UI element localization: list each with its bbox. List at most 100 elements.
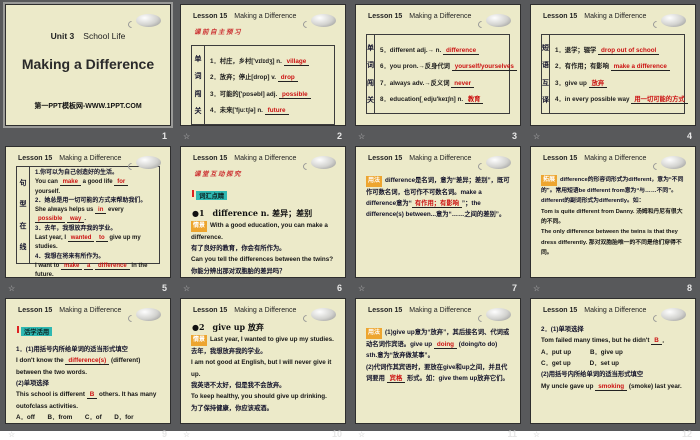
point-heading: ●2 give up 放弃 <box>192 322 264 333</box>
slide-thumbnail-8[interactable]: Lesson 15 Making a Difference 拓展 differenc… <box>530 146 696 279</box>
answer-blank: 宾格 <box>386 374 406 383</box>
answer-blank: way <box>67 216 85 224</box>
table-side-label: 单词 闯关 <box>367 35 375 113</box>
answer-blank: yourself/yourselves <box>451 63 517 72</box>
answer-blank: make a difference <box>610 63 670 72</box>
phrase-table: 短语 互译 1．退学；辍学 drop out of school 2．有作用；有… <box>541 34 688 114</box>
slide-thumbnail-3[interactable]: Lesson 15 Making a Difference 单词 闯关 5．dif… <box>355 4 521 126</box>
water-drop-icon <box>136 156 161 169</box>
water-drop-icon <box>486 14 511 27</box>
table-side-label: 句型 在线 <box>17 167 30 263</box>
transition-star-icon: ☆ <box>358 132 366 141</box>
usage-tag: 用法 <box>366 328 383 339</box>
sentence-item: 1.你可以为自己创造好的生活。 You can make a good life… <box>35 169 154 197</box>
example-line: I am not good at English, but I will nev… <box>191 359 332 378</box>
transition-star-icon: ☆ <box>358 284 366 294</box>
table-row: 4．in every possible way 用一切可能的方式 <box>555 94 688 105</box>
answer-blank: possible <box>279 90 311 99</box>
slide-thumbnail-11[interactable]: Lesson 15 Making a Difference 用法 (1)give u… <box>355 298 521 425</box>
transition-star-icon: ☆ <box>358 430 366 440</box>
example-line: Can you tell the differences between the… <box>191 256 334 264</box>
transition-star-icon: ☆ <box>533 132 541 141</box>
slide-thumbnail-12[interactable]: Lesson 15 Making a Difference 2．(1)单项选择 T… <box>530 298 696 425</box>
word-table: 单词 闯关 1．村庄，乡村['vɪlɪdʒ] n. village 2．放弃；停… <box>191 45 335 125</box>
options-line: A．off B．from C．of D．for <box>16 414 134 422</box>
answer-blank: difference <box>95 262 130 270</box>
transition-star-icon: ☆ <box>533 430 541 440</box>
water-drop-icon <box>486 308 511 322</box>
exercise-line: 1．(1)用括号内所给单词的适当形式填空 <box>16 346 128 354</box>
answer-blank: make <box>59 179 81 187</box>
example-line: 情景 With a good education, you can make a … <box>191 221 328 241</box>
water-drop-icon <box>486 156 511 169</box>
example-line: 为了保持健康，你应该戒酒。 <box>191 404 273 412</box>
table-side-label: 短语 互译 <box>542 35 550 113</box>
slide-header: Lesson 15 Making a Difference <box>543 307 647 315</box>
slide-cell-4: Lesson 15 Making a Difference 短语 互译 1．退学；… <box>525 0 700 142</box>
slide-cell-6: Lesson 15 Making a Difference 课堂互动探究 词汇点睛… <box>175 142 350 294</box>
slide-header: Lesson 15 Making a Difference <box>368 13 472 20</box>
section-note: 课前自主预习 <box>194 29 242 36</box>
table-row: 3．可能的['pɒsəbl] adj. possible <box>210 89 329 99</box>
page-title: Making a Difference <box>21 56 155 72</box>
slide-thumbnail-2[interactable]: Lesson 15 Making a Difference 课前自主预习 单词 闯… <box>180 4 346 126</box>
table-row: 8．education[ˌedju'keɪʃn] n. 教育 <box>380 94 517 105</box>
slide-header: Lesson 15 Making a Difference <box>18 155 122 162</box>
water-drop-icon <box>311 156 336 169</box>
example-line: 我英语不太好，但是我不会放弃。 <box>191 381 286 389</box>
example-line: 情景 Last year, I wanted to give up my stud… <box>191 334 335 346</box>
point-body: 情景 Last year, I wanted to give up my stud… <box>181 334 345 414</box>
sentence-item: 2．她总是用一切可能的方式来帮助我们。 She always helps us … <box>35 197 147 224</box>
answer-blank: never <box>451 79 475 88</box>
slide-cell-2: Lesson 15 Making a Difference 课前自主预习 单词 闯… <box>175 0 350 142</box>
table-row: 4．未来['fjuːtʃə] n. future <box>210 105 329 116</box>
practice-badge: 活学活用 <box>21 327 53 337</box>
slide-number: 4 <box>686 131 692 141</box>
unit-label: Unit 3 <box>50 31 75 41</box>
slide-header: Lesson 15 Making a Difference <box>543 155 647 162</box>
point-body: 情景 With a good education, you can make a … <box>181 220 345 277</box>
answer-blank: make <box>61 262 83 270</box>
slide-thumbnail-4[interactable]: Lesson 15 Making a Difference 短语 互译 1．退学；… <box>530 4 696 126</box>
answer-blank: drop out of school <box>598 46 660 55</box>
red-bar-icon <box>17 326 19 334</box>
slide-thumbnail-9[interactable]: Lesson 15 Making a Difference 活学活用 1．(1)用… <box>5 298 171 425</box>
table-row: 1．退学；辍学 drop out of school <box>555 45 688 55</box>
water-drop-icon <box>311 14 336 27</box>
exercise-line: My uncle gave up smoking (smoke) last ye… <box>541 382 682 391</box>
slide-cell-1: Unit 3 School Life Making a Difference 第一… <box>0 0 175 142</box>
slide-thumbnail-10[interactable]: Lesson 15 Making a Difference ●2 give up … <box>180 298 346 425</box>
table-row: 6．you pron.→反身代词 yourself/yourselves <box>380 61 517 72</box>
water-drop-icon <box>136 14 161 27</box>
slide-thumbnail-5[interactable]: Lesson 15 Making a Difference 句型 在线 1.你可以… <box>5 146 171 279</box>
water-drop-icon <box>136 308 161 322</box>
slide-cell-7: Lesson 15 Making a Difference 用法 differenc… <box>350 142 525 294</box>
sentence-table: 句型 在线 1.你可以为自己创造好的生活。 You can make a goo… <box>16 166 160 277</box>
unit-text: School Life <box>83 31 126 41</box>
table-row: 3．give up 放弃 <box>555 78 688 88</box>
slide-thumbnail-6[interactable]: Lesson 15 Making a Difference 课堂互动探究 词汇点睛… <box>180 146 346 279</box>
sentence-item: 3．去年，我想放弃我的学业。 Last year, I wanted to gi… <box>35 225 141 251</box>
transition-star-icon: ☆ <box>183 430 191 440</box>
table-row: 2．有作用；有影响 make a difference <box>555 61 688 72</box>
usage-paragraph: 用法 (1)give up意为“放弃”，其后接名词、代词或动名词作宾语。give … <box>356 322 520 384</box>
slide-thumbnail-1[interactable]: Unit 3 School Life Making a Difference 第一… <box>5 4 171 126</box>
answer-blank: future <box>264 107 289 116</box>
slide-number: 5 <box>161 283 167 294</box>
answer-blank: B <box>86 391 98 400</box>
sentence-item: 4．我想在将来有所作为。 I want to make a difference… <box>35 253 148 279</box>
red-bar-icon <box>192 190 194 198</box>
slide-number: 6 <box>336 283 342 294</box>
slide-number: 8 <box>686 283 692 294</box>
extension-paragraph: 拓展 difference的形容词形式为different，意为“不同的”。常用短… <box>531 170 695 259</box>
slide-number: 2 <box>336 131 342 141</box>
exercise-line: (2)用括号内所给单词的适当形式填空 <box>541 371 644 379</box>
water-drop-icon <box>311 308 336 322</box>
slide-thumbnail-7[interactable]: Lesson 15 Making a Difference 用法 differenc… <box>355 146 521 279</box>
exercise-body: 1．(1)用括号内所给单词的适当形式填空 I don't know the di… <box>6 339 170 423</box>
water-drop-icon <box>661 308 686 322</box>
exercise-line: I don't know the difference(s) (differen… <box>16 357 141 376</box>
vocab-badge: 词汇点睛 <box>196 191 228 200</box>
water-drop-icon <box>661 156 686 169</box>
badge-row: 活学活用 <box>17 321 170 339</box>
